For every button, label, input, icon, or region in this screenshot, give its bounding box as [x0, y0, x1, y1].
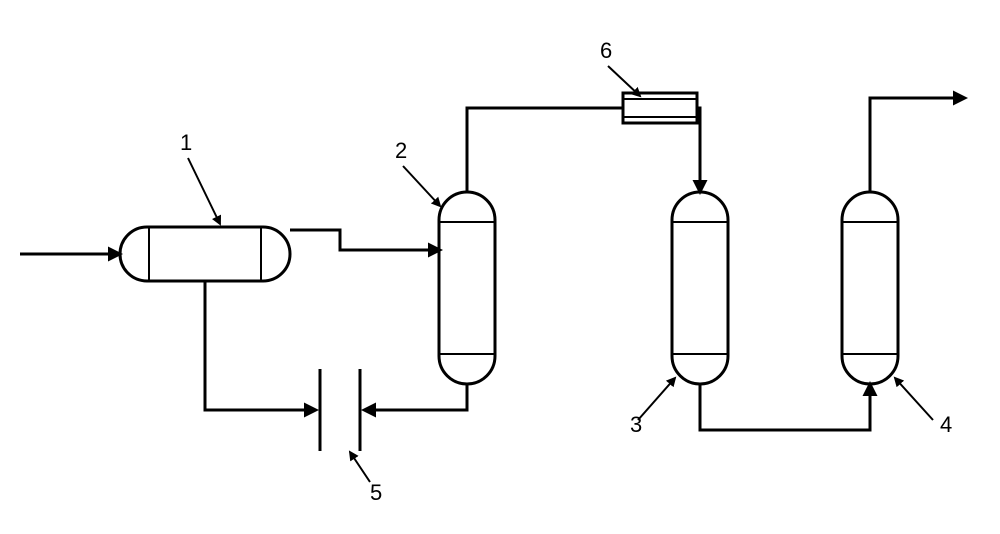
vessel-4 — [842, 192, 898, 384]
label-arrow-a5 — [350, 452, 370, 482]
label-arrow-a2 — [403, 166, 440, 206]
label-2: 2 — [395, 138, 407, 163]
label-5: 5 — [370, 480, 382, 505]
flow-v1-top-to-v2 — [290, 230, 440, 250]
vessel-3 — [672, 192, 728, 384]
vessel-5 — [320, 369, 360, 451]
flow-v2-bot-to-v5 — [364, 384, 467, 410]
vessel-2 — [439, 192, 495, 384]
label-3: 3 — [630, 412, 642, 437]
flow-v1-bot-to-v5 — [205, 280, 316, 410]
label-4: 4 — [940, 412, 952, 437]
flow-v2-top-to-v6 — [467, 108, 623, 192]
label-6: 6 — [600, 38, 612, 63]
process-diagram: 1 2 3 4 5 6 — [0, 0, 1000, 534]
vessel-6 — [623, 93, 697, 123]
label-arrow-a3 — [638, 378, 675, 420]
flow-v4-out — [870, 98, 965, 192]
label-1: 1 — [180, 130, 192, 155]
vessel-1 — [120, 227, 290, 281]
label-arrow-a4 — [895, 378, 933, 420]
label-arrow-a1 — [188, 158, 220, 224]
flow-v3-to-v4 — [700, 384, 870, 430]
